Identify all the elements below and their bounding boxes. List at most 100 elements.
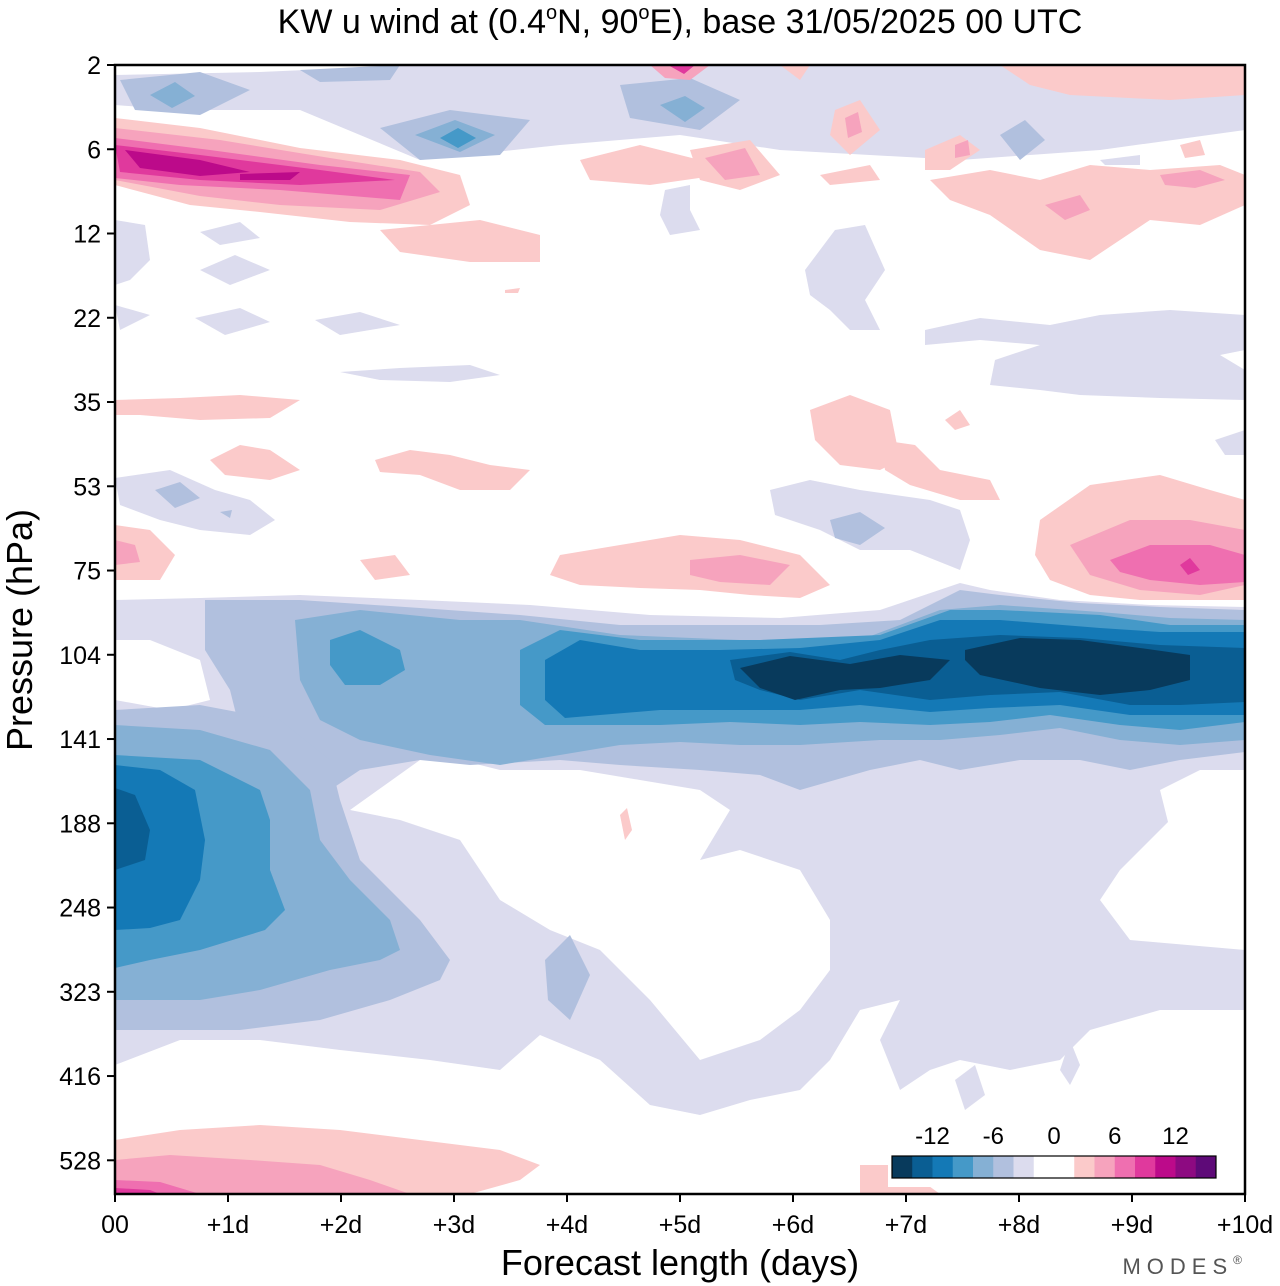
colorbar-swatch xyxy=(1033,1156,1055,1178)
pos-rhs-6 xyxy=(1110,545,1245,585)
x-tick-label: +6d xyxy=(772,1211,814,1239)
pos-small-5d xyxy=(620,808,632,840)
pos-lower-8 xyxy=(115,1188,160,1194)
upper-pos-8d xyxy=(1000,65,1245,100)
y-tick-label: 141 xyxy=(59,726,101,754)
upper-pos-5d-core xyxy=(668,65,695,74)
pos-45-a xyxy=(210,445,300,480)
y-tick-label: 416 xyxy=(59,1063,101,1091)
y-tick-label: 188 xyxy=(59,810,101,838)
neg-4-mid xyxy=(860,890,920,990)
colorbar-swatch xyxy=(1094,1156,1116,1178)
pos-6d-tongue xyxy=(810,395,900,470)
colorbar-tick-label: 0 xyxy=(1047,1123,1060,1150)
pos-mid xyxy=(580,145,720,185)
neg-12-a xyxy=(200,222,260,245)
pos-rhs-8 xyxy=(1180,558,1200,575)
x-tick-label: +7d xyxy=(885,1211,927,1239)
colorbar: -12 -6 0 6 12 xyxy=(888,1122,1243,1187)
upper-pos-6d xyxy=(780,65,810,80)
pos-70-left xyxy=(360,555,410,580)
neg-4-holes xyxy=(115,640,1245,1060)
colorbar-tick-label: 6 xyxy=(1108,1123,1121,1150)
pos-60-mid-core xyxy=(690,555,790,585)
y-tick-label: 104 xyxy=(59,642,101,670)
neg-30 xyxy=(340,365,500,382)
neg-10-eye xyxy=(330,630,405,685)
neg-16-core-b xyxy=(740,655,950,700)
neg-55-dot xyxy=(220,510,232,518)
y-tick-label: 53 xyxy=(73,473,101,501)
colorbar-swatch xyxy=(932,1156,954,1178)
neg-6-mid-eye xyxy=(545,935,590,1020)
upper-levels xyxy=(115,65,1245,160)
y-tick-label: 35 xyxy=(73,389,101,417)
upper-jet xyxy=(115,100,1245,262)
neg-6d-mid-core xyxy=(830,512,885,545)
jet-pos-2b xyxy=(380,220,540,262)
contour-field xyxy=(115,65,1245,1194)
pos-small-mid xyxy=(505,288,520,293)
colorbar-swatch xyxy=(973,1156,994,1178)
pos-mid-d xyxy=(820,165,880,185)
upper-neg-mid-eye xyxy=(440,128,476,148)
colorbar-swatch xyxy=(892,1156,913,1178)
x-axis: 00 +1d +2d +3d +4d +5d +6d +7d +8d +9d +10d xyxy=(101,1194,1273,1239)
neg-4d xyxy=(660,185,700,235)
y-tick-label: 75 xyxy=(73,558,101,586)
pos-55-left-core xyxy=(115,540,140,565)
lower-stratosphere-jet xyxy=(115,583,1245,1115)
y-tick-label: 323 xyxy=(59,979,101,1007)
neg-22-a xyxy=(115,305,150,330)
brand-logo: MODES® xyxy=(1122,1253,1248,1279)
neg-7d-band xyxy=(925,310,1245,400)
y-tick-label: 12 xyxy=(73,221,101,249)
neg-22-c xyxy=(315,312,400,335)
x-tick-label: +5d xyxy=(659,1211,701,1239)
neg-12-left xyxy=(115,220,150,285)
colorbar-swatch xyxy=(993,1156,1014,1178)
neg-16-core xyxy=(965,638,1190,695)
colorbar-swatches xyxy=(892,1156,1217,1178)
x-tick-label: +8d xyxy=(998,1211,1040,1239)
pos-lower-4 xyxy=(115,1155,410,1194)
y-axis: 2 6 12 22 35 53 75 104 141 188 248 323 416 528 xyxy=(59,52,115,1175)
jet-pos-8 xyxy=(115,145,395,185)
y-tick-label: 22 xyxy=(73,305,101,333)
neg-50-core xyxy=(155,482,200,508)
colorbar-swatch xyxy=(1195,1156,1217,1178)
colorbar-tick-label: 12 xyxy=(1162,1123,1189,1150)
colorbar-tick-label: -6 xyxy=(983,1123,1004,1150)
upper-neg-left-core xyxy=(150,82,195,108)
neg-50-left xyxy=(115,470,275,535)
colorbar-labels: -12 -6 0 6 12 xyxy=(915,1123,1189,1150)
x-tick-label: +4d xyxy=(546,1211,588,1239)
pos-8d-wide xyxy=(930,165,1245,260)
pos-7d-core xyxy=(955,140,970,158)
pos-mid-c xyxy=(705,148,760,180)
neg-9d-top xyxy=(1100,155,1140,165)
neg-14-left xyxy=(115,788,150,870)
mid-stratosphere xyxy=(115,185,1245,600)
upper-neg-8d xyxy=(1000,120,1045,160)
colorbar-swatch xyxy=(1155,1156,1176,1178)
pos-6d-tongue-b xyxy=(880,440,1000,500)
pos-8d-core xyxy=(1045,195,1090,220)
pos-9d-top xyxy=(1180,140,1205,158)
neg-22-b xyxy=(195,308,270,335)
lower-troposphere xyxy=(115,288,940,1194)
neg-10d xyxy=(1215,430,1245,455)
jet-pos-10b xyxy=(240,172,300,180)
pos-9d-core xyxy=(1160,170,1225,188)
y-axis-label: Pressure (hPa) xyxy=(0,509,40,751)
pos-6d-eye-core xyxy=(845,112,862,138)
neg-4-small xyxy=(955,1065,985,1110)
x-axis-label: Forecast length (days) xyxy=(501,1242,859,1283)
colorbar-outline xyxy=(891,1155,1217,1179)
colorbar-swatch xyxy=(912,1156,933,1178)
colorbar-swatch xyxy=(1175,1156,1197,1178)
upper-neg-5d-core xyxy=(660,96,705,122)
upper-pos-5d xyxy=(650,65,710,80)
neg-6d xyxy=(805,225,885,330)
